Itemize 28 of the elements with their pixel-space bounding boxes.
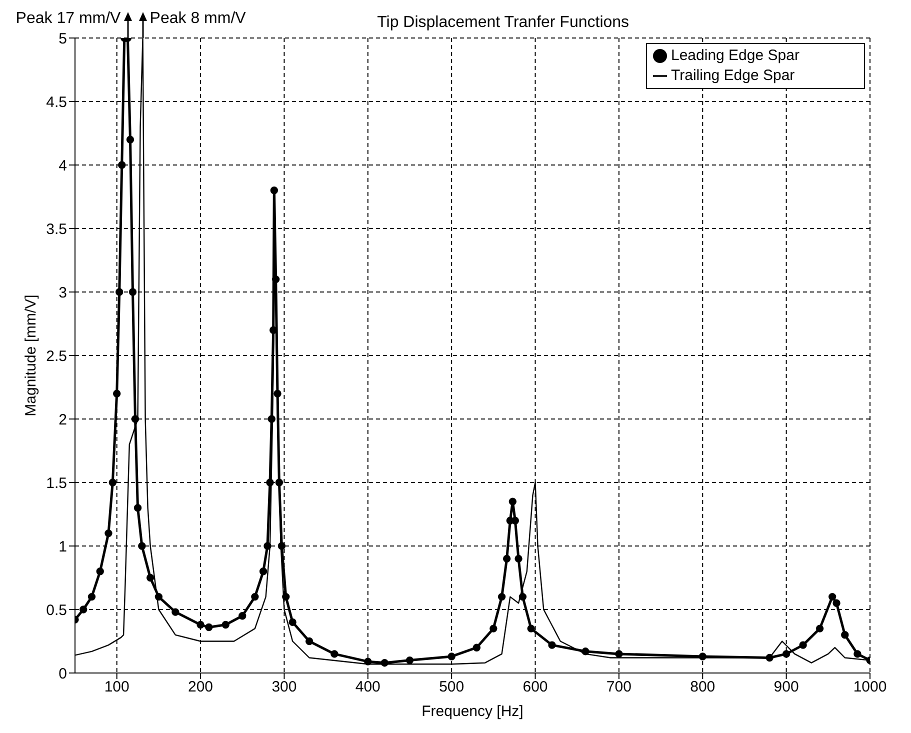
- y-axis-title: Magnitude [mm/V]: [22, 294, 40, 416]
- y-tick-label: 0: [58, 665, 67, 682]
- y-tick-label: 3.5: [46, 220, 67, 238]
- x-tick-label: 600: [522, 678, 548, 696]
- x-tick-label: 100: [104, 678, 130, 696]
- y-tick-label: 4.5: [46, 94, 67, 111]
- chart-title: Tip Displacement Tranfer Functions: [377, 14, 630, 32]
- x-tick-label: 900: [774, 678, 799, 696]
- y-tick-label: 4: [58, 157, 67, 174]
- annotation: Peak 17 mm/V: [16, 10, 121, 28]
- y-tick-label: 1.5: [46, 474, 67, 492]
- x-tick-label: 700: [606, 678, 632, 696]
- x-axis-title: Frequency [Hz]: [422, 703, 524, 720]
- y-tick-label: 0.5: [46, 602, 67, 619]
- annotation: Peak 8 mm/V: [150, 10, 246, 28]
- x-tick-label: 800: [690, 678, 716, 696]
- y-tick-label: 2: [58, 411, 67, 428]
- y-tick-label: 2.5: [46, 348, 67, 365]
- y-tick-label: 5: [58, 30, 67, 48]
- x-tick-label: 300: [272, 678, 297, 696]
- legend-label: Trailing Edge Spar: [671, 67, 795, 84]
- y-tick-label: 1: [58, 538, 67, 556]
- x-tick-label: 400: [355, 678, 380, 696]
- x-tick-label: 500: [439, 678, 464, 696]
- y-tick-label: 3: [58, 284, 67, 302]
- legend-label: Leading Edge Spar: [671, 47, 800, 64]
- x-tick-label: 200: [188, 678, 214, 696]
- x-tick-label: 1000: [853, 678, 887, 696]
